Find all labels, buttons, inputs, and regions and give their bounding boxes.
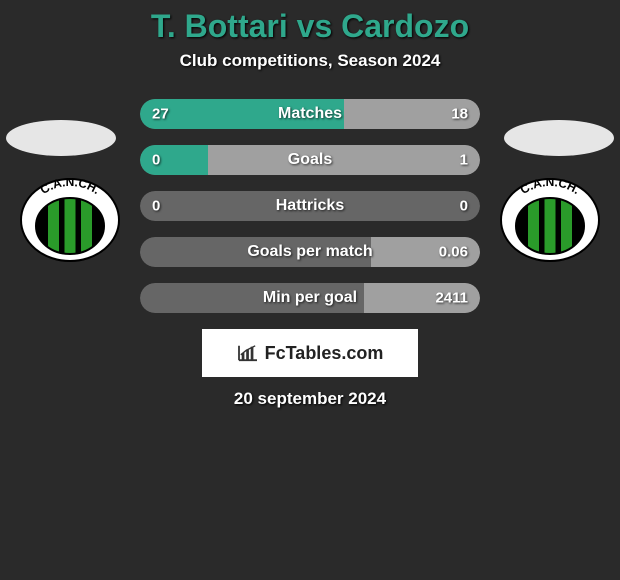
- page-title: T. Bottari vs Cardozo: [0, 8, 620, 45]
- brand-box[interactable]: FcTables.com: [202, 329, 418, 377]
- stat-value-right: 0.06: [439, 244, 468, 261]
- stat-value-right: 2411: [435, 290, 468, 307]
- stat-label: Min per goal: [140, 289, 480, 307]
- stat-row: 27Matches18: [140, 99, 480, 129]
- stat-value-right: 18: [451, 106, 468, 123]
- stat-label: Goals: [140, 151, 480, 169]
- stat-row: Goals per match0.06: [140, 237, 480, 267]
- comparison-card: T. Bottari vs Cardozo Club competitions,…: [0, 0, 620, 450]
- stat-row: Min per goal2411: [140, 283, 480, 313]
- stat-value-right: 1: [460, 152, 468, 169]
- stat-label: Matches: [140, 105, 480, 123]
- subtitle: Club competitions, Season 2024: [0, 51, 620, 71]
- player-left-ellipse: [6, 120, 116, 156]
- stat-row: 0Goals1: [140, 145, 480, 175]
- stats-container: 27Matches180Goals10Hattricks0Goals per m…: [140, 99, 480, 313]
- brand-text: FcTables.com: [265, 343, 384, 364]
- chart-icon: [237, 344, 259, 362]
- date-text: 20 september 2024: [0, 389, 620, 409]
- stat-label: Hattricks: [140, 197, 480, 215]
- club-badge-right: C.A.N.CH.: [500, 178, 600, 262]
- stat-value-right: 0: [460, 198, 468, 215]
- player-right-ellipse: [504, 120, 614, 156]
- player-left-name: T. Bottari: [151, 8, 288, 44]
- stat-row: 0Hattricks0: [140, 191, 480, 221]
- player-right-name: Cardozo: [341, 8, 469, 44]
- stat-label: Goals per match: [140, 243, 480, 261]
- club-badge-left: C.A.N.CH.: [20, 178, 120, 262]
- title-vs: vs: [297, 8, 333, 44]
